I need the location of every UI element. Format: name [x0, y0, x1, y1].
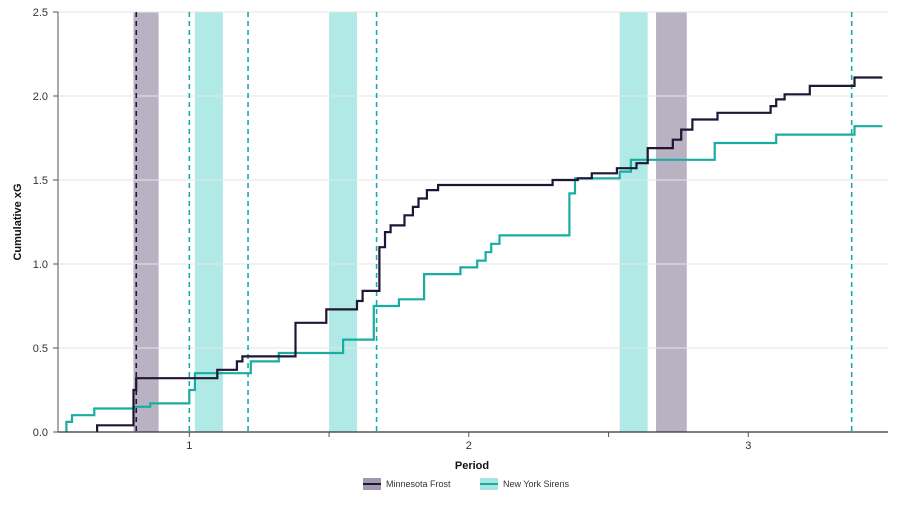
y-tick-label-1: 0.5 — [33, 343, 48, 355]
x-tick-label-1: 2 — [466, 440, 472, 452]
y-tick-label-4: 2.0 — [33, 91, 48, 103]
penalty-band-1-0 — [194, 12, 223, 432]
penalty-band-0-0 — [133, 12, 159, 432]
x-tick-label-0: 1 — [186, 440, 192, 452]
y-axis-title: Cumulative xG — [12, 183, 24, 260]
penalty-bands — [133, 12, 687, 432]
penalty-band-1-1 — [329, 12, 358, 432]
legend: Minnesota Frost New York Sirens — [363, 478, 570, 490]
legend-label-0: Minnesota Frost — [386, 479, 451, 489]
legend-label-1: New York Sirens — [503, 479, 570, 489]
penalty-band-0-1 — [656, 12, 687, 432]
series-line-1 — [65, 125, 883, 432]
grid-lines — [58, 11, 888, 349]
goal-markers — [135, 12, 853, 432]
x-axis-title: Period — [455, 460, 489, 472]
series-lines — [65, 76, 883, 432]
x-tick-label-2: 3 — [745, 440, 751, 452]
axes: 0.0 0.5 1.0 1.5 2.0 2.5 1 2 3 — [33, 7, 888, 452]
penalty-band-1-2 — [619, 12, 648, 432]
y-tick-label-5: 2.5 — [33, 7, 48, 19]
y-tick-label-3: 1.5 — [33, 175, 48, 187]
y-tick-label-0: 0.0 — [33, 427, 48, 439]
y-tick-label-2: 1.0 — [33, 259, 48, 271]
series-line-0 — [96, 76, 883, 432]
